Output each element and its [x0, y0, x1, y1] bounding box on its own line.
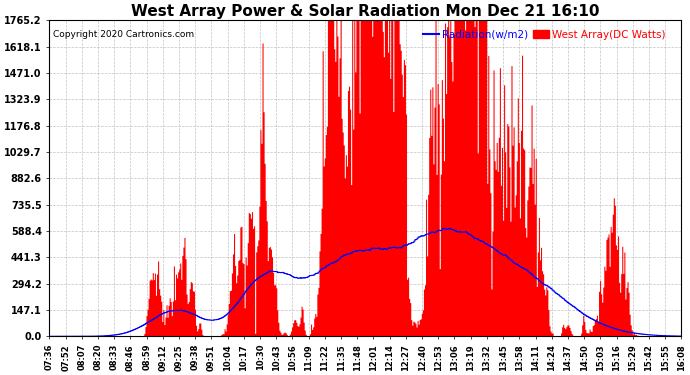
Text: Copyright 2020 Cartronics.com: Copyright 2020 Cartronics.com [52, 30, 194, 39]
Title: West Array Power & Solar Radiation Mon Dec 21 16:10: West Array Power & Solar Radiation Mon D… [131, 4, 600, 19]
Legend: Radiation(w/m2), West Array(DC Watts): Radiation(w/m2), West Array(DC Watts) [419, 26, 670, 44]
